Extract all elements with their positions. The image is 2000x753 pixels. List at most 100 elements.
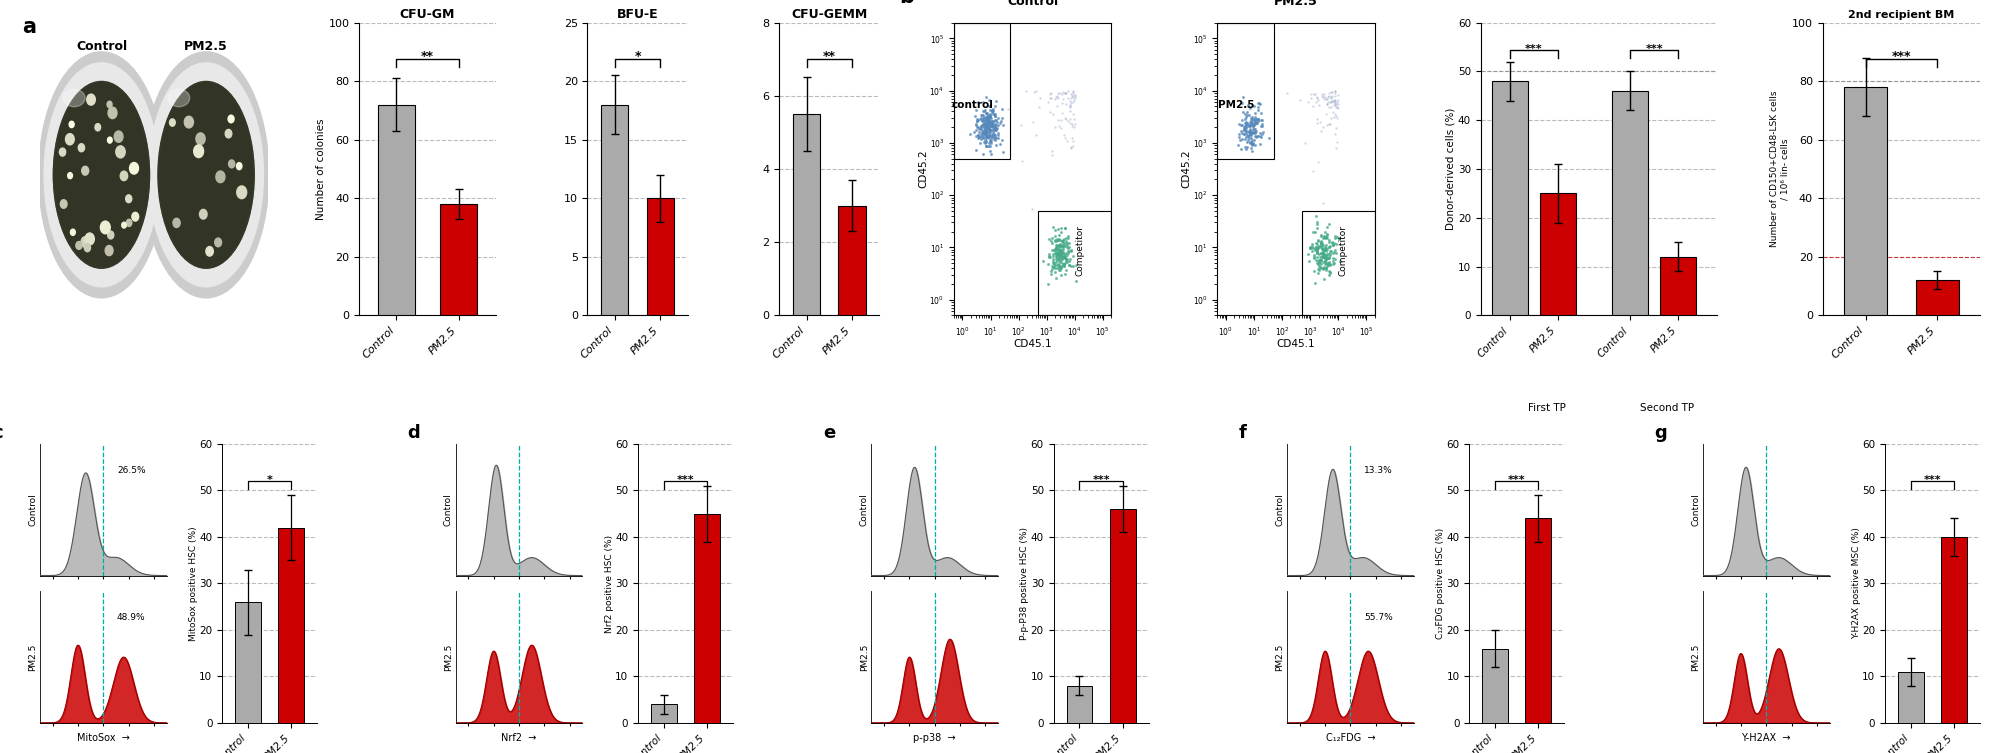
Point bbox=[1304, 238, 1336, 250]
Point bbox=[1246, 117, 1278, 130]
Point bbox=[1316, 90, 1348, 102]
Point bbox=[1052, 114, 1084, 127]
Point bbox=[1046, 261, 1078, 273]
Point bbox=[1316, 239, 1348, 252]
Point bbox=[974, 145, 1006, 157]
Point bbox=[972, 110, 1004, 122]
Point bbox=[980, 120, 1012, 132]
Point bbox=[968, 121, 1000, 133]
Point bbox=[1052, 84, 1084, 96]
Point bbox=[1316, 112, 1348, 124]
Point bbox=[968, 123, 1000, 136]
Point bbox=[974, 119, 1006, 131]
Point bbox=[962, 129, 994, 141]
Point bbox=[1044, 248, 1076, 260]
Point bbox=[1298, 99, 1330, 111]
Point bbox=[1306, 125, 1338, 137]
Bar bbox=[1916, 280, 1958, 316]
Point bbox=[1296, 242, 1328, 254]
Point bbox=[1318, 255, 1350, 267]
Point bbox=[966, 114, 998, 126]
Point bbox=[958, 110, 990, 122]
X-axis label: C₁₂FDG  →: C₁₂FDG → bbox=[1326, 733, 1376, 743]
Point bbox=[1322, 90, 1354, 102]
Ellipse shape bbox=[144, 52, 268, 298]
Point bbox=[1232, 129, 1264, 141]
Bar bbox=[1612, 91, 1648, 316]
Point bbox=[962, 121, 994, 133]
Text: f: f bbox=[1238, 424, 1246, 442]
Point bbox=[1058, 93, 1090, 105]
Point bbox=[1222, 139, 1254, 151]
Circle shape bbox=[216, 171, 224, 183]
Point bbox=[962, 115, 994, 127]
Point bbox=[1230, 127, 1262, 139]
Point bbox=[1044, 241, 1076, 253]
Point bbox=[1306, 197, 1338, 209]
Point bbox=[970, 132, 1002, 144]
Point bbox=[1040, 272, 1072, 284]
Text: c: c bbox=[0, 424, 2, 442]
Point bbox=[1044, 248, 1076, 261]
Point bbox=[976, 124, 1008, 136]
Point bbox=[974, 127, 1006, 139]
Point bbox=[968, 105, 1000, 117]
Point bbox=[1310, 98, 1342, 110]
Point bbox=[1242, 115, 1274, 127]
Point bbox=[974, 140, 1006, 152]
Point bbox=[1310, 252, 1342, 264]
Point bbox=[1054, 105, 1086, 117]
Point bbox=[964, 128, 996, 140]
Text: **: ** bbox=[822, 50, 836, 62]
Point bbox=[1314, 96, 1346, 108]
Circle shape bbox=[116, 146, 126, 158]
Point bbox=[1226, 142, 1258, 154]
Point bbox=[986, 112, 1018, 124]
Point bbox=[1312, 257, 1344, 269]
Point bbox=[1042, 242, 1074, 254]
Point bbox=[1310, 98, 1342, 110]
Point bbox=[972, 112, 1004, 124]
Y-axis label: Nrf2 positive HSC (%): Nrf2 positive HSC (%) bbox=[604, 535, 614, 633]
Point bbox=[1050, 237, 1082, 249]
Point bbox=[1238, 114, 1270, 127]
Point bbox=[1230, 123, 1262, 135]
Point bbox=[1230, 141, 1262, 153]
Point bbox=[1044, 255, 1076, 267]
Point bbox=[1048, 260, 1080, 272]
Circle shape bbox=[184, 116, 194, 128]
Bar bbox=[792, 114, 820, 316]
Point bbox=[984, 139, 1016, 151]
Point bbox=[1234, 111, 1266, 123]
Point bbox=[1042, 247, 1074, 259]
Point bbox=[1244, 107, 1276, 119]
Point bbox=[972, 122, 1004, 134]
Point bbox=[1320, 112, 1352, 124]
Point bbox=[1038, 258, 1070, 270]
Ellipse shape bbox=[148, 62, 264, 287]
Point bbox=[1310, 231, 1342, 243]
Point bbox=[1306, 236, 1338, 248]
Point bbox=[1042, 245, 1074, 258]
Point bbox=[1046, 235, 1078, 247]
Text: d: d bbox=[408, 424, 420, 442]
Point bbox=[1046, 255, 1078, 267]
Point bbox=[1042, 233, 1074, 245]
Point bbox=[1046, 246, 1078, 258]
Point bbox=[1044, 249, 1076, 261]
Point bbox=[1038, 258, 1070, 270]
Point bbox=[968, 119, 1000, 131]
Point bbox=[1304, 240, 1336, 252]
Point bbox=[1046, 236, 1078, 248]
Point bbox=[1230, 121, 1262, 133]
Point bbox=[974, 110, 1006, 122]
Point bbox=[972, 125, 1004, 137]
Point bbox=[1320, 110, 1352, 122]
Point bbox=[1234, 136, 1266, 148]
Point bbox=[972, 111, 1004, 123]
Point bbox=[962, 121, 994, 133]
Point bbox=[1234, 119, 1266, 131]
Point bbox=[968, 126, 1000, 138]
Point bbox=[1048, 86, 1080, 98]
Point bbox=[964, 137, 996, 149]
